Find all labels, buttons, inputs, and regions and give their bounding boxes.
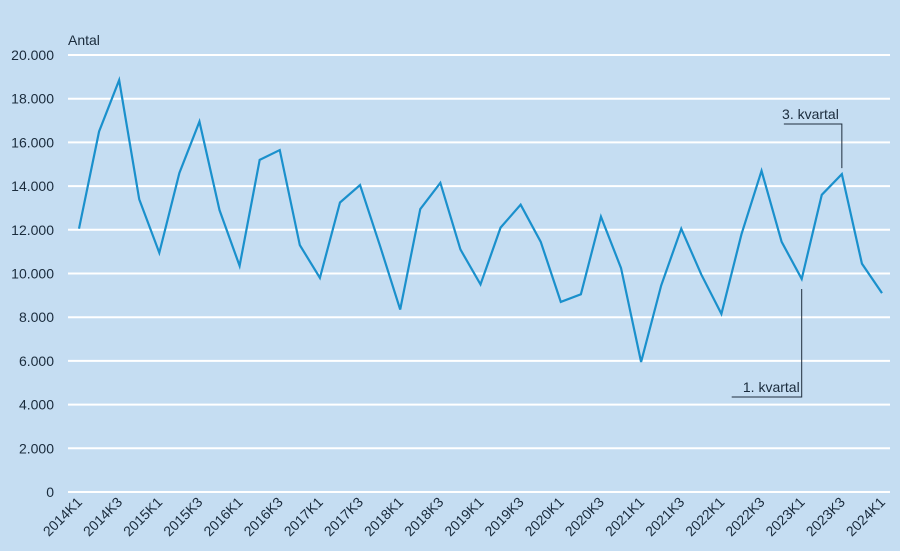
y-tick-label: 20.000 — [11, 47, 54, 63]
annotations: 3. kvartal 1. kvartal — [731, 106, 843, 398]
gridlines — [68, 54, 890, 493]
y-tick-label: 12.000 — [11, 222, 54, 238]
y-tick-label: 18.000 — [11, 91, 54, 107]
y-unit-label: Antal — [68, 32, 100, 48]
annotation-leader-q1 — [731, 288, 803, 398]
series-group — [77, 76, 883, 363]
y-tick-label: 16.000 — [11, 134, 54, 150]
y-axis-ticks: 0 2.000 4.000 6.000 8.000 10.000 12.000 14.000 1… — [11, 47, 54, 500]
y-tick-label: 4.000 — [19, 397, 54, 413]
y-tick-label: 0 — [46, 484, 54, 500]
annotation-label-q3: 3. kvartal — [782, 106, 839, 122]
y-tick-label: 14.000 — [11, 178, 54, 194]
y-tick-label: 8.000 — [19, 309, 54, 325]
y-tick-label: 6.000 — [19, 353, 54, 369]
annotation-label-q1: 1. kvartal — [743, 379, 800, 395]
annotation-leader-q3 — [783, 123, 843, 169]
y-tick-label: 10.000 — [11, 266, 54, 282]
y-tick-label: 2.000 — [19, 440, 54, 456]
